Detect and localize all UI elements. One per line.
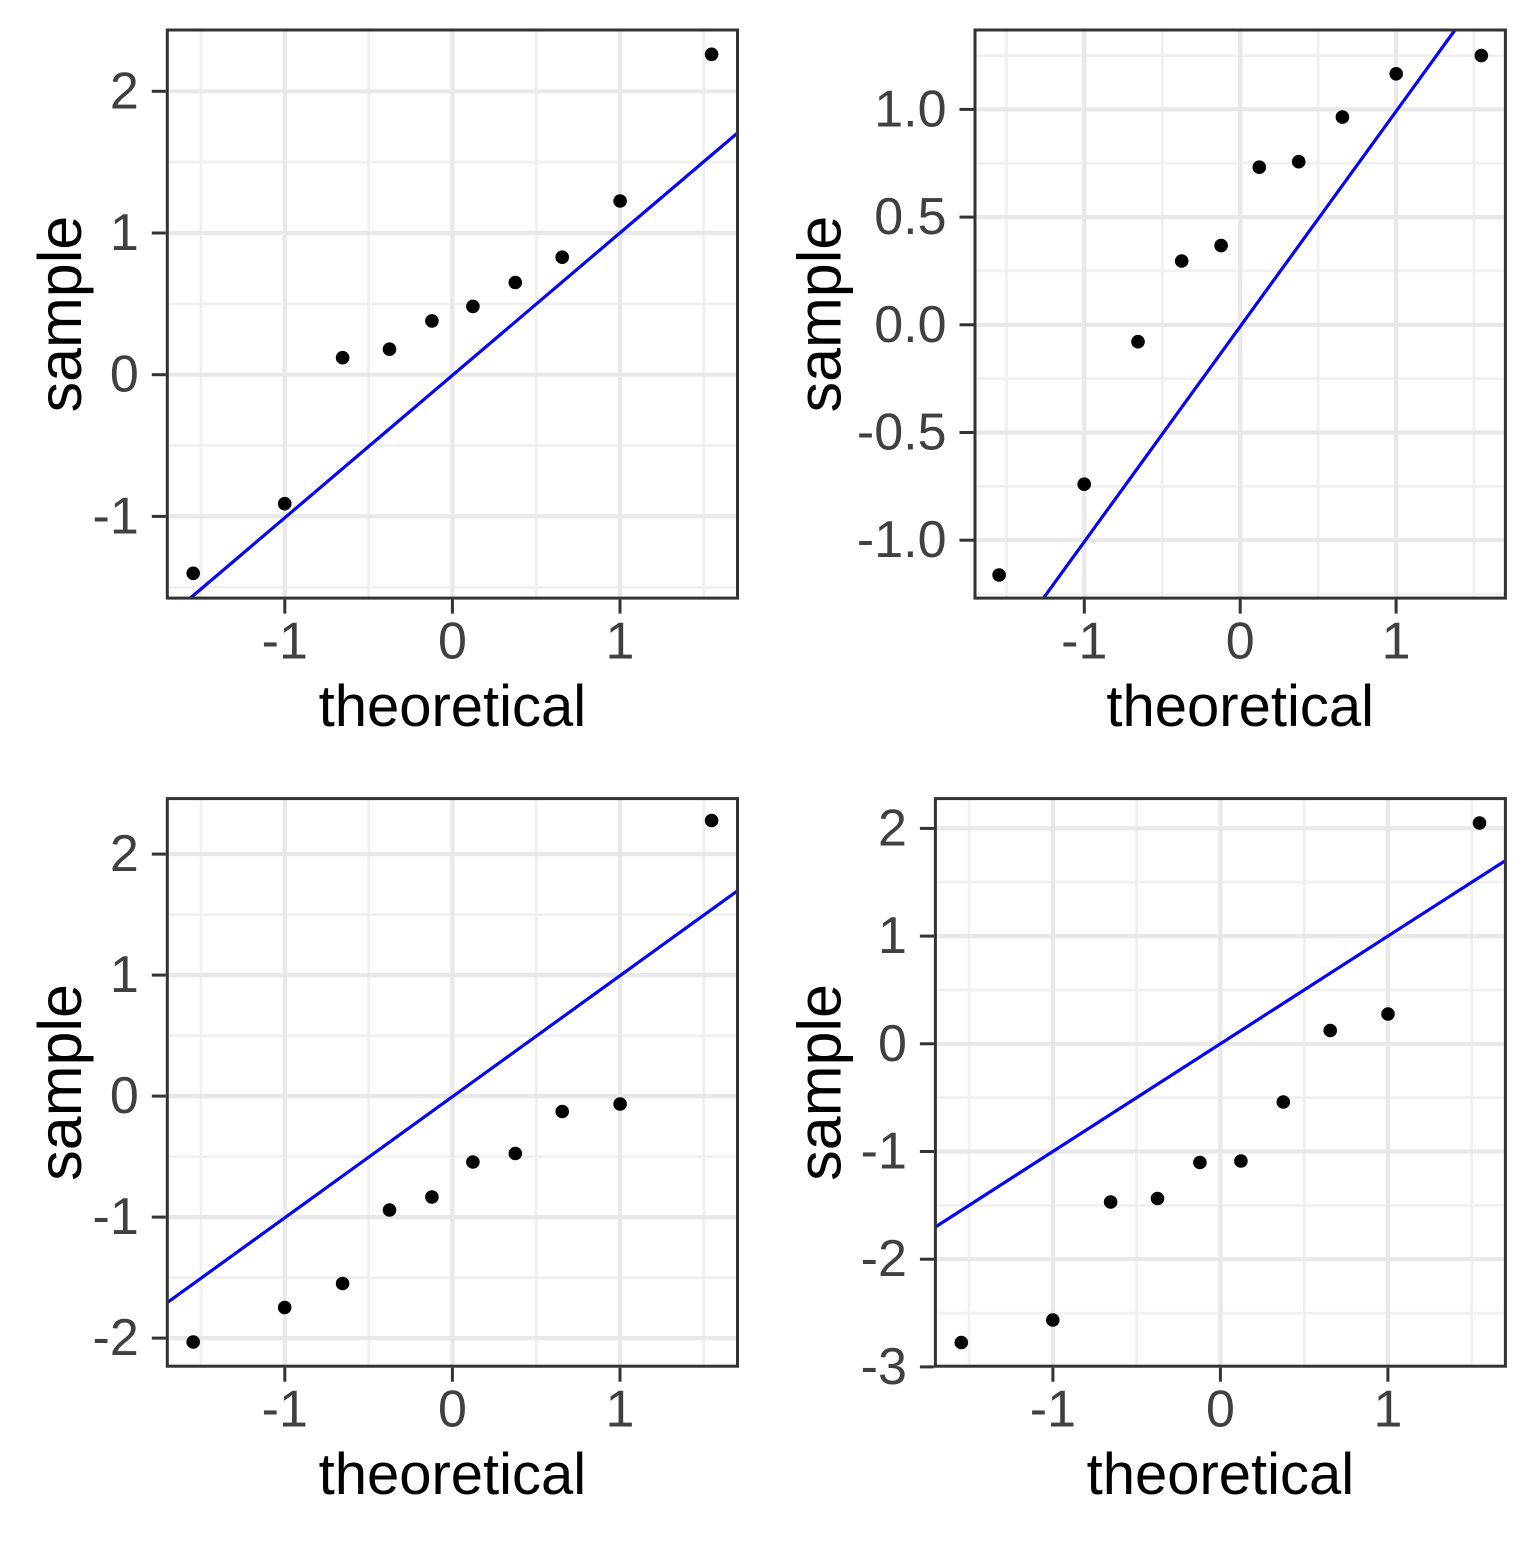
svg-text:2: 2	[110, 62, 139, 120]
svg-text:1: 1	[1382, 613, 1411, 671]
svg-text:0: 0	[1226, 613, 1255, 671]
svg-text:0: 0	[878, 1015, 907, 1073]
svg-text:-1: -1	[1030, 1381, 1076, 1439]
svg-text:1: 1	[606, 613, 635, 671]
svg-text:0.0: 0.0	[874, 296, 946, 354]
svg-text:theoretical: theoretical	[319, 1442, 587, 1507]
svg-text:2: 2	[878, 799, 907, 857]
svg-text:-1: -1	[262, 1381, 308, 1439]
svg-text:0: 0	[110, 346, 139, 404]
svg-text:theoretical: theoretical	[1106, 674, 1374, 739]
svg-text:0: 0	[438, 613, 467, 671]
svg-text:-1: -1	[262, 613, 308, 671]
svg-text:-2: -2	[861, 1230, 907, 1288]
svg-text:-1.0: -1.0	[857, 511, 947, 569]
svg-text:1: 1	[110, 946, 139, 1004]
svg-text:sample: sample	[26, 216, 94, 413]
svg-text:-3: -3	[861, 1338, 907, 1396]
svg-text:1.0: 1.0	[874, 80, 946, 138]
svg-text:-1: -1	[1061, 613, 1107, 671]
svg-text:0: 0	[110, 1067, 139, 1125]
svg-text:-0.5: -0.5	[857, 404, 947, 462]
svg-text:0.5: 0.5	[874, 188, 946, 246]
svg-text:-1: -1	[861, 1123, 907, 1181]
svg-text:sample: sample	[26, 984, 94, 1181]
svg-text:sample: sample	[786, 984, 854, 1181]
svg-text:1: 1	[606, 1381, 635, 1439]
svg-text:theoretical: theoretical	[319, 674, 587, 739]
svg-text:-1: -1	[93, 1188, 139, 1246]
svg-text:1: 1	[110, 204, 139, 262]
svg-text:2: 2	[110, 825, 139, 883]
svg-text:1: 1	[1373, 1381, 1402, 1439]
svg-text:-1: -1	[93, 487, 139, 545]
svg-text:sample: sample	[786, 216, 854, 413]
svg-text:1: 1	[878, 907, 907, 965]
svg-text:0: 0	[438, 1381, 467, 1439]
svg-text:theoretical: theoretical	[1087, 1442, 1355, 1507]
svg-text:-2: -2	[93, 1309, 139, 1367]
svg-text:0: 0	[1206, 1381, 1235, 1439]
